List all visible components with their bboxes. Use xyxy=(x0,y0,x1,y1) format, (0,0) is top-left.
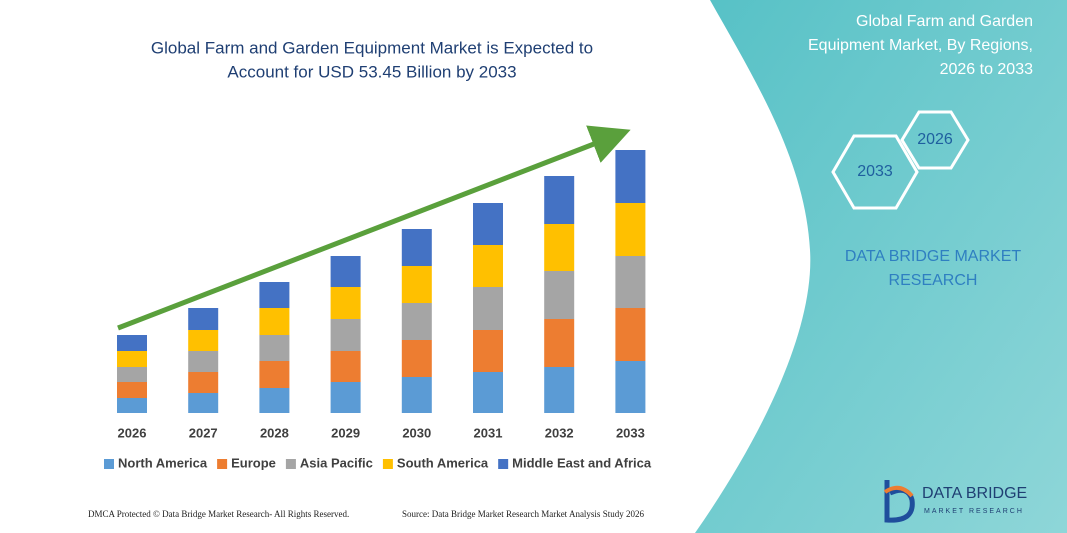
x-tick-label: 2029 xyxy=(331,425,360,440)
logo-tagline: MARKET RESEARCH xyxy=(924,508,1024,515)
hexagon xyxy=(900,110,970,170)
brand-text: RESEARCH xyxy=(889,272,978,289)
bar-segment xyxy=(401,377,432,413)
bar-segment xyxy=(330,287,361,319)
bar-segment xyxy=(615,308,646,361)
legend-swatch xyxy=(382,459,393,469)
bar-segment xyxy=(544,224,575,271)
logo-mark xyxy=(883,485,914,498)
bar-segment xyxy=(401,303,432,340)
bar-segment xyxy=(117,382,147,398)
chart-title: Account for USD 53.45 Billion by 2033 xyxy=(227,62,516,81)
logo-mark xyxy=(884,480,915,523)
footer-text: Source: Data Bridge Market Research Mark… xyxy=(402,509,644,519)
bar-segment xyxy=(544,319,575,367)
side-panel xyxy=(695,0,1067,533)
bar-segment xyxy=(615,203,646,256)
hexagon xyxy=(831,134,919,210)
bar-segment xyxy=(188,393,219,413)
bar-segment xyxy=(330,351,361,382)
bar-segment xyxy=(188,330,219,351)
legend-label: North America xyxy=(118,455,208,470)
bar-segment xyxy=(188,351,219,372)
x-tick-label: 2030 xyxy=(402,425,431,440)
legend-label: Europe xyxy=(231,455,276,470)
legend-swatch xyxy=(498,459,509,469)
bar-segment xyxy=(259,308,290,335)
bar-segment xyxy=(117,367,147,382)
bar-segment xyxy=(117,351,147,367)
bar-segment xyxy=(259,361,290,388)
bar-segment xyxy=(544,367,575,413)
legend-label: Asia Pacific xyxy=(300,455,373,470)
legend-label: Middle East and Africa xyxy=(512,455,652,470)
bar-segment xyxy=(473,372,503,413)
panel-title: Global Farm and Garden xyxy=(856,13,1033,30)
bar-segment xyxy=(473,245,503,287)
bar-segment xyxy=(544,176,575,224)
x-tick-label: 2033 xyxy=(616,425,645,440)
hex-label: 2026 xyxy=(917,131,953,148)
bar-segment xyxy=(615,361,646,413)
bar-segment xyxy=(615,150,646,203)
logo-name: DATA BRIDGE xyxy=(922,485,1027,502)
footer-text: DMCA Protected © Data Bridge Market Rese… xyxy=(88,509,349,519)
x-tick-label: 2027 xyxy=(189,425,218,440)
bar-segment xyxy=(544,271,575,319)
legend-swatch xyxy=(217,459,228,469)
bar-segment xyxy=(401,229,432,266)
bar-segment xyxy=(473,330,503,372)
logo: DATA BRIDGE MARKET RESEARCH xyxy=(883,480,1027,523)
bar-segment xyxy=(615,256,646,308)
bar-segment xyxy=(401,340,432,377)
panel-title: Equipment Market, By Regions, xyxy=(808,37,1033,54)
legend-swatch xyxy=(104,459,114,469)
x-tick-label: 2026 xyxy=(118,425,147,440)
chart-title: Global Farm and Garden Equipment Market … xyxy=(151,38,593,57)
brand-text: DATA BRIDGE MARKET xyxy=(845,248,1022,265)
bar-segment xyxy=(259,335,290,361)
bar-segment xyxy=(330,319,361,351)
bar-segment xyxy=(473,203,503,245)
legend-swatch xyxy=(285,459,296,469)
bar-segment xyxy=(188,308,219,330)
bar-segment xyxy=(330,256,361,287)
bar-segment xyxy=(117,335,147,351)
bar-segment xyxy=(117,398,147,413)
x-tick-label: 2032 xyxy=(545,425,574,440)
hex-label: 2033 xyxy=(857,163,893,180)
bar-segment xyxy=(188,372,219,393)
bar-segment xyxy=(259,282,290,308)
bar-segment xyxy=(330,382,361,413)
panel-title: 2026 to 2033 xyxy=(940,61,1034,78)
bar-segment xyxy=(401,266,432,303)
legend-label: South America xyxy=(397,455,489,470)
growth-arrow xyxy=(117,125,631,331)
bar-segment xyxy=(259,388,290,413)
x-tick-label: 2031 xyxy=(474,425,503,440)
x-tick-label: 2028 xyxy=(260,425,289,440)
bar-segment xyxy=(473,287,503,330)
